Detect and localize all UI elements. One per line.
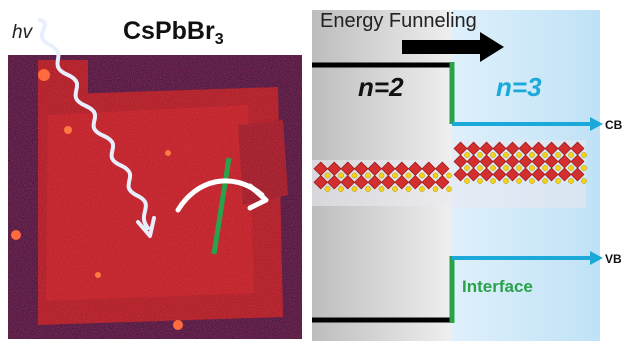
cs-atom (477, 152, 483, 158)
cs-atom (529, 165, 535, 171)
energy-diagram: Energy Funneling n=2 n=3 CB VB Interface (312, 0, 625, 341)
cs-atom (542, 178, 548, 184)
right-arrow-icon (402, 32, 504, 62)
n3-crystal-structure (452, 140, 587, 208)
interface-line (211, 157, 232, 255)
octahedron (394, 175, 409, 190)
cs-atom (555, 165, 561, 171)
cs-atom (542, 152, 548, 158)
cs-atom (338, 186, 344, 192)
compound-base: CsPbBr (123, 17, 215, 45)
cs-atom (464, 178, 470, 184)
cs-atom (503, 152, 509, 158)
cs-atom (581, 165, 587, 171)
cs-atom (351, 186, 358, 192)
octahedron (466, 167, 481, 182)
n2-label: n=2 (358, 72, 404, 102)
wavy-arrow-icon (38, 18, 156, 238)
cs-atom (405, 186, 412, 192)
cs-atom (568, 178, 574, 184)
cs-atom (419, 172, 425, 179)
octahedron (340, 175, 355, 190)
cs-atom (581, 178, 587, 184)
cb-label: CB (605, 118, 623, 132)
octahedron (505, 167, 520, 182)
octahedron (408, 175, 423, 190)
microscopy-panel: hv CsPbBr3 (0, 0, 305, 341)
cs-atom (529, 178, 535, 184)
octahedron (479, 167, 494, 182)
cs-atom (464, 152, 470, 158)
cs-atom (446, 186, 452, 192)
cs-atom (464, 165, 470, 171)
octahedron (421, 175, 436, 190)
cs-atom (503, 178, 509, 184)
cs-atom (490, 152, 496, 158)
curved-arrow-icon (175, 178, 269, 213)
cs-atom (568, 152, 574, 158)
cs-atom (419, 186, 425, 192)
cs-atom (378, 172, 385, 179)
cs-atom (490, 178, 496, 184)
cs-atom (446, 172, 452, 179)
octahedron (367, 175, 382, 190)
cs-atom (555, 178, 561, 184)
cs-atom (338, 172, 344, 179)
cs-atom (490, 165, 496, 171)
cs-atom (503, 165, 509, 171)
octahedron (544, 167, 559, 182)
octahedron (435, 175, 450, 190)
n3-label: n=3 (496, 72, 542, 102)
cb-arrow (452, 117, 603, 131)
octahedron (453, 167, 468, 182)
cs-atom (516, 152, 522, 158)
octahedron (570, 167, 585, 182)
cs-atom (555, 152, 561, 158)
octahedron (518, 167, 533, 182)
cs-atom (351, 172, 358, 179)
cs-atom (365, 172, 371, 179)
compound-title: CsPbBr3 (123, 17, 224, 49)
octahedron (327, 175, 342, 190)
cs-atom (378, 186, 385, 192)
n2-crystal-structure (312, 160, 452, 206)
octahedron (313, 175, 328, 190)
compound-subscript: 3 (214, 31, 224, 48)
octahedron (354, 175, 369, 190)
cs-atom (365, 186, 371, 192)
cs-atom (542, 165, 548, 171)
microscopy-image (8, 55, 302, 339)
cs-atom (405, 172, 412, 179)
left-overlay (38, 18, 269, 255)
cs-atom (324, 172, 331, 179)
cs-atom (432, 172, 439, 179)
octahedron (557, 167, 572, 182)
octahedron (492, 167, 507, 182)
octahedron (531, 167, 546, 182)
energy-diagram-graphic (312, 10, 603, 341)
cs-atom (392, 172, 398, 179)
cs-atom (324, 186, 331, 192)
vb-label: VB (605, 252, 622, 266)
interface-label: Interface (462, 277, 533, 296)
photon-energy-label: hv (12, 22, 33, 43)
octahedron (381, 175, 396, 190)
cs-atom (516, 165, 522, 171)
vb-arrow (452, 251, 603, 265)
cs-atom (432, 186, 439, 192)
energy-funneling-label: Energy Funneling (320, 10, 477, 32)
cs-atom (392, 186, 398, 192)
cs-atom (568, 165, 574, 171)
fluorescence-map (8, 55, 302, 339)
cs-atom (516, 178, 522, 184)
cs-atom (581, 152, 587, 158)
cs-atom (477, 178, 483, 184)
cs-atom (529, 152, 535, 158)
cs-atom (477, 165, 483, 171)
